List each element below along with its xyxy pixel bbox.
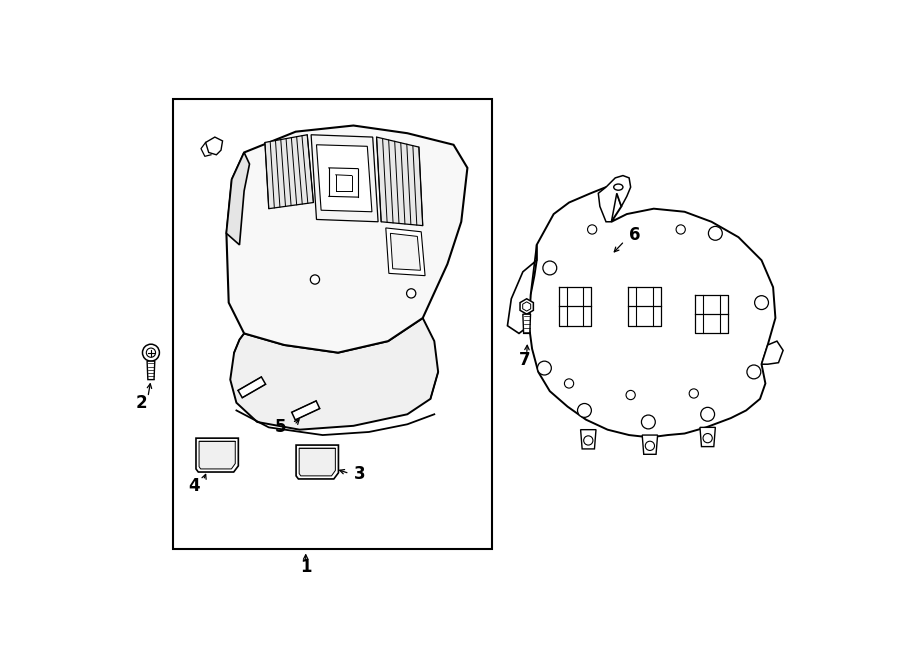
Polygon shape — [643, 435, 658, 454]
Circle shape — [578, 403, 591, 417]
Polygon shape — [199, 442, 235, 469]
Circle shape — [564, 379, 573, 388]
Circle shape — [708, 226, 723, 240]
Polygon shape — [230, 318, 438, 430]
Circle shape — [689, 389, 698, 398]
Polygon shape — [147, 361, 155, 379]
Polygon shape — [391, 233, 420, 270]
Polygon shape — [317, 145, 372, 212]
Circle shape — [142, 344, 159, 361]
Circle shape — [310, 275, 320, 284]
Polygon shape — [227, 153, 249, 245]
Circle shape — [676, 225, 685, 234]
Circle shape — [588, 225, 597, 234]
Circle shape — [642, 415, 655, 429]
Polygon shape — [529, 187, 776, 438]
Circle shape — [645, 442, 654, 450]
Circle shape — [537, 361, 552, 375]
Polygon shape — [196, 438, 238, 472]
Polygon shape — [227, 126, 467, 353]
Polygon shape — [598, 176, 631, 222]
Text: 1: 1 — [300, 558, 311, 576]
Polygon shape — [376, 137, 423, 225]
Polygon shape — [523, 302, 531, 311]
Polygon shape — [508, 245, 536, 333]
Circle shape — [701, 407, 715, 421]
Circle shape — [584, 436, 593, 445]
Circle shape — [754, 295, 769, 309]
Circle shape — [407, 289, 416, 298]
Polygon shape — [292, 401, 320, 420]
Circle shape — [703, 434, 712, 443]
Circle shape — [543, 261, 557, 275]
Circle shape — [747, 365, 760, 379]
Polygon shape — [520, 299, 534, 314]
Text: 2: 2 — [136, 394, 148, 412]
Polygon shape — [700, 428, 716, 447]
Polygon shape — [386, 228, 425, 276]
Polygon shape — [580, 430, 596, 449]
Bar — [173, 98, 492, 549]
Text: 4: 4 — [188, 477, 200, 495]
Polygon shape — [296, 445, 338, 479]
Circle shape — [147, 348, 156, 358]
Text: 5: 5 — [274, 418, 286, 436]
Polygon shape — [299, 448, 336, 476]
Polygon shape — [761, 341, 783, 364]
Text: 7: 7 — [519, 352, 531, 369]
Circle shape — [626, 391, 635, 400]
Polygon shape — [311, 135, 378, 222]
Ellipse shape — [614, 184, 623, 190]
Polygon shape — [523, 314, 530, 333]
Polygon shape — [265, 135, 313, 209]
Text: 3: 3 — [354, 465, 365, 483]
Text: 6: 6 — [629, 226, 640, 244]
Polygon shape — [238, 377, 266, 398]
Polygon shape — [205, 137, 222, 155]
